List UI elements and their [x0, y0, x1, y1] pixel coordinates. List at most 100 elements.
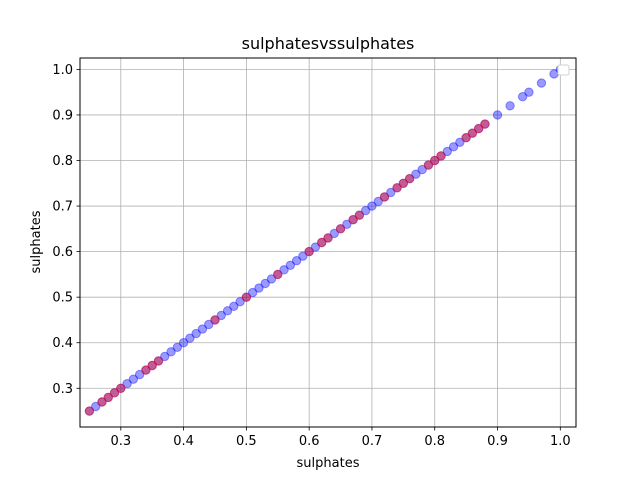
scatter-point: [147, 360, 157, 371]
scatter-point: [505, 101, 515, 111]
y-tick-label: 0.9: [52, 108, 73, 123]
data-points: [84, 64, 566, 416]
scatter-point: [398, 178, 409, 188]
scatter-point: [392, 183, 402, 193]
scatter-point: [109, 388, 120, 398]
x-tick-label: 1.0: [550, 434, 571, 449]
scatter-point: [404, 174, 415, 184]
scatter-point: [379, 192, 390, 202]
scatter-point: [310, 242, 321, 252]
scatter-point: [229, 301, 239, 311]
chart-title: sulphatesvssulphates: [242, 34, 415, 53]
x-tick-label: 0.7: [362, 434, 383, 449]
scatter-point: [455, 137, 465, 147]
scatter-point: [430, 155, 440, 166]
scatter-point: [210, 315, 220, 325]
scatter-point: [254, 283, 264, 293]
scatter-point: [97, 397, 107, 407]
scatter-point: [97, 397, 107, 407]
scatter-point: [141, 365, 151, 375]
scatter-point: [116, 383, 126, 393]
scatter-point: [153, 356, 164, 366]
scatter-point: [398, 178, 409, 188]
y-axis-ticks: 0.3 0.4 0.5 0.6 0.7 0.8 0.9 1.0: [52, 63, 80, 397]
scatter-point: [342, 219, 352, 229]
plot-frame: [79, 57, 577, 428]
scatter-point: [467, 128, 478, 138]
legend-box: [557, 64, 570, 76]
scatter-point: [285, 260, 296, 270]
scatter-point: [273, 269, 283, 280]
y-axis-label: sulphates: [29, 210, 44, 273]
scatter-point: [323, 233, 333, 243]
y-tick-label: 0.8: [52, 154, 73, 169]
scatter-point: [266, 274, 277, 284]
scatter-point: [335, 224, 346, 234]
scatter-point: [222, 306, 233, 316]
scatter-point: [235, 297, 245, 307]
scatter-point: [210, 315, 220, 325]
scatter-point: [348, 215, 358, 225]
scatter-point: [172, 342, 183, 352]
scatter-point: [436, 151, 446, 161]
scatter-point: [404, 174, 415, 184]
scatter-point: [204, 319, 214, 330]
scatter-point: [128, 374, 139, 384]
scatter-point: [417, 164, 427, 175]
scatter-point: [122, 379, 132, 389]
scatter-point: [473, 123, 484, 134]
scatter-point: [241, 292, 252, 302]
scatter-point: [354, 210, 365, 220]
scatter-point: [411, 169, 421, 179]
scatter-point: [241, 292, 252, 302]
scatter-point: [298, 251, 308, 261]
scatter-point: [103, 392, 113, 403]
x-axis-ticks: 0.3 0.4 0.5 0.6 0.7 0.8 0.9 1.0: [110, 427, 571, 449]
scatter-point: [304, 246, 314, 257]
y-tick-label: 0.3: [52, 382, 73, 397]
scatter-point: [317, 237, 327, 248]
y-tick-label: 1.0: [52, 63, 73, 78]
scatter-point: [373, 196, 383, 207]
scatter-point: [90, 401, 101, 412]
scatter-point: [335, 224, 346, 234]
scatter-point: [517, 92, 528, 102]
scatter-point: [392, 183, 402, 193]
scatter-point: [260, 278, 270, 289]
scatter-point: [247, 287, 258, 298]
scatter-point: [134, 369, 145, 380]
x-tick-label: 0.6: [299, 434, 320, 449]
scatter-point: [354, 210, 365, 220]
scatter-point: [467, 128, 478, 138]
y-tick-label: 0.5: [52, 291, 73, 306]
scatter-point: [84, 406, 95, 416]
scatter-point: [442, 146, 452, 157]
scatter-point: [461, 133, 471, 143]
scatter-point: [360, 205, 371, 216]
scatter-point: [178, 338, 189, 348]
scatter-point: [473, 123, 484, 134]
scatter-point: [317, 237, 327, 248]
y-tick-label: 0.6: [52, 245, 73, 260]
scatter-point: [216, 310, 226, 321]
y-tick-label: 0.7: [52, 200, 73, 215]
x-tick-label: 0.4: [173, 434, 194, 449]
scatter-point: [103, 392, 113, 403]
x-tick-label: 0.5: [236, 434, 257, 449]
scatter-point: [448, 142, 459, 152]
scatter-point: [279, 265, 289, 275]
scatter-point: [197, 324, 208, 334]
x-tick-label: 0.3: [110, 434, 131, 449]
scatter-point: [166, 347, 176, 357]
scatter-point: [480, 119, 490, 129]
scatter-point: [524, 87, 534, 97]
scatter-point: [536, 78, 547, 88]
y-tick-label: 0.4: [52, 336, 73, 351]
scatter-point: [461, 133, 471, 143]
grid: [80, 58, 576, 427]
scatter-point: [348, 215, 358, 225]
scatter-point: [304, 246, 314, 257]
scatter-point: [185, 333, 195, 343]
